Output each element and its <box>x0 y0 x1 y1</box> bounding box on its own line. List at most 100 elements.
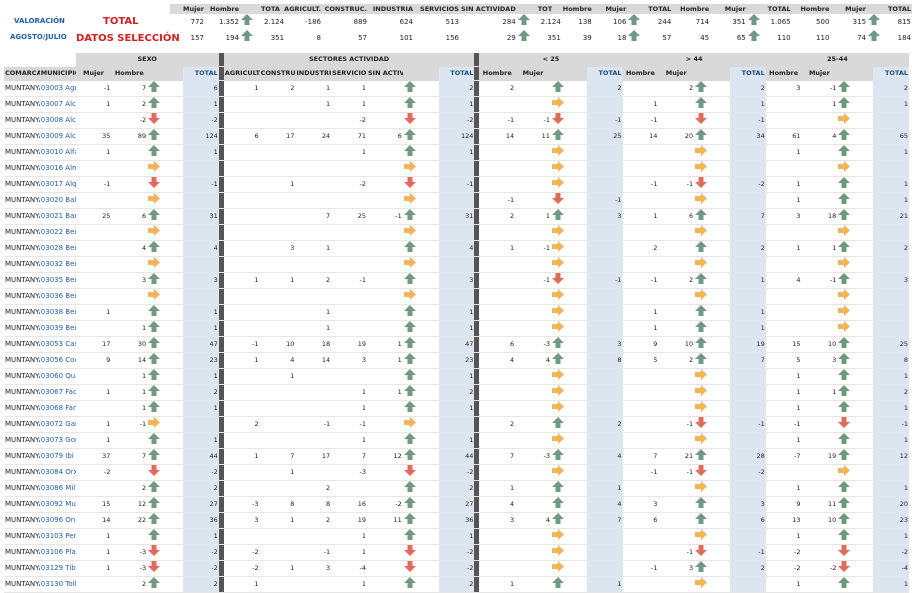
column-header[interactable]: Hombre <box>765 66 802 81</box>
value-cell <box>366 304 403 321</box>
municipio-link[interactable]: 03008 Alcoleja <box>39 112 76 129</box>
value-cell: 1 <box>259 272 296 289</box>
municipio-link[interactable]: 03016 Almudaina <box>39 160 76 177</box>
down-arrow-icon <box>403 544 416 556</box>
municipio-link[interactable]: 03028 Beniarrés <box>39 240 76 257</box>
trend-cell <box>550 160 587 177</box>
value-cell: 2 <box>182 384 219 401</box>
separator <box>474 96 480 113</box>
summary-value: 74 <box>857 34 867 42</box>
column-header[interactable]: SIN ACTIVIDAD <box>366 66 403 81</box>
municipio-link[interactable]: 03084 Orxa, l'/Lorcha <box>39 464 76 481</box>
column-header[interactable]: Hombre <box>111 66 148 81</box>
column-header[interactable]: CONSTRUC. <box>259 66 296 81</box>
column-header[interactable]: Mujer <box>515 66 551 81</box>
municipio-link[interactable]: 03129 Tibi <box>39 560 76 577</box>
municipio-link[interactable]: 03103 Penàguila <box>39 528 76 545</box>
trend-cell <box>837 336 874 353</box>
column-header[interactable]: COMARCA <box>4 66 40 81</box>
value-cell: 17 <box>75 336 112 353</box>
right-arrow-icon <box>838 112 851 124</box>
trend-cell <box>837 352 874 369</box>
trend-cell <box>402 352 439 369</box>
municipio-link[interactable]: 03003 Agres <box>39 80 76 97</box>
municipio-link[interactable]: 03022 Benasau <box>39 224 76 241</box>
column-header[interactable]: TOTAL <box>182 66 219 81</box>
value-cell: 1 <box>586 480 623 497</box>
trend-cell <box>694 336 730 353</box>
section-sexo: SEXO <box>75 53 219 67</box>
value-cell: 37 <box>75 448 112 465</box>
summary-row: 772 1.352 2.124 <box>170 14 285 30</box>
column-header[interactable]: Hombre <box>479 66 516 81</box>
municipio-link[interactable]: 03053 Castalla <box>39 336 76 353</box>
value-cell <box>515 496 551 513</box>
municipio-link[interactable]: 03130 Tollos <box>39 576 76 593</box>
summary-value: 8 <box>316 34 321 42</box>
trend-cell <box>694 96 730 113</box>
municipio-link[interactable]: 03079 Ibi <box>39 448 76 465</box>
table-row: MUNTANYA 03017 Alqueria d'Asnar, l' -1-1… <box>4 176 909 193</box>
municipio-link[interactable]: 03009 Alcoi/Alcoy <box>39 128 76 145</box>
municipio-link[interactable]: 03007 Alcocer de Planes <box>39 96 76 113</box>
trend-cell <box>837 160 874 177</box>
municipio-link[interactable]: 03020 Balones <box>39 192 76 209</box>
value-cell: 1 <box>182 528 219 545</box>
municipio-link[interactable]: 03060 Quatretondeta <box>39 368 76 385</box>
value-cell: 21 <box>658 448 695 465</box>
column-header[interactable]: Mujer <box>75 66 112 81</box>
municipio-link[interactable]: 03036 Benillup <box>39 288 76 305</box>
municipio-link[interactable]: 03067 Facheca <box>39 384 76 401</box>
municipio-link[interactable]: 03032 Benifallim <box>39 256 76 273</box>
right-arrow-icon <box>695 368 708 380</box>
value-cell <box>479 560 516 577</box>
column-header[interactable]: Mujer <box>801 66 838 81</box>
trend-cell <box>550 320 587 337</box>
column-header[interactable]: TOTAL <box>873 66 909 81</box>
value-cell: 17 <box>295 448 332 465</box>
down-arrow-icon <box>838 416 851 428</box>
column-header[interactable]: MUNICIPIO <box>39 66 76 81</box>
column-header[interactable]: TOTAL <box>586 66 623 81</box>
column-header[interactable]: INDUSTRIA <box>295 66 332 81</box>
value-cell <box>366 432 403 449</box>
municipio-link[interactable]: 03096 Onil <box>39 512 76 529</box>
up-arrow-icon <box>403 400 416 412</box>
municipio-link[interactable]: 03086 Millena <box>39 480 76 497</box>
column-header[interactable]: SERVICIOS <box>331 66 367 81</box>
value-cell <box>479 544 516 561</box>
column-header[interactable]: AGRICULT. <box>223 66 260 81</box>
municipio-link[interactable]: 03039 Benimassot <box>39 320 76 337</box>
value-cell: -2 <box>765 544 802 561</box>
column-header[interactable]: TOTAL <box>729 66 766 81</box>
municipio-link[interactable]: 03021 Banyeres de Mariola <box>39 208 76 225</box>
municipio-link[interactable]: 03073 Gorga <box>39 432 76 449</box>
trend-cell <box>837 80 874 97</box>
column-header[interactable]: TOTAL <box>438 66 475 81</box>
municipio-link[interactable]: 03056 Cocentaina <box>39 352 76 369</box>
municipio-link[interactable]: 03010 Alfafara <box>39 144 76 161</box>
trend-cell <box>550 448 587 465</box>
value-cell: -1 <box>515 112 551 129</box>
value-cell <box>586 160 623 177</box>
value-cell: 1 <box>75 432 112 449</box>
value-cell: -1 <box>111 416 148 433</box>
column-header[interactable]: Mujer <box>658 66 695 81</box>
trend-cell <box>402 336 439 353</box>
down-arrow-icon <box>695 464 708 476</box>
municipio-link[interactable]: 03068 Famorca <box>39 400 76 417</box>
municipio-link[interactable]: 03035 Benilloba <box>39 272 76 289</box>
municipio-link[interactable]: 03072 Gaianes <box>39 416 76 433</box>
municipio-link[interactable]: 03092 Muro de Alcoy <box>39 496 76 513</box>
trend-cell <box>147 480 183 497</box>
municipio-link[interactable]: 03106 Planes <box>39 544 76 561</box>
municipio-link[interactable]: 03017 Alqueria d'Asnar, l' <box>39 176 76 193</box>
municipio-link[interactable]: 03038 Benimarfull <box>39 304 76 321</box>
value-cell <box>295 112 332 129</box>
right-arrow-icon <box>695 192 708 204</box>
value-cell <box>295 432 332 449</box>
column-header[interactable]: Hombre <box>622 66 659 81</box>
value-cell: 1 <box>295 240 332 257</box>
value-cell <box>366 256 403 273</box>
